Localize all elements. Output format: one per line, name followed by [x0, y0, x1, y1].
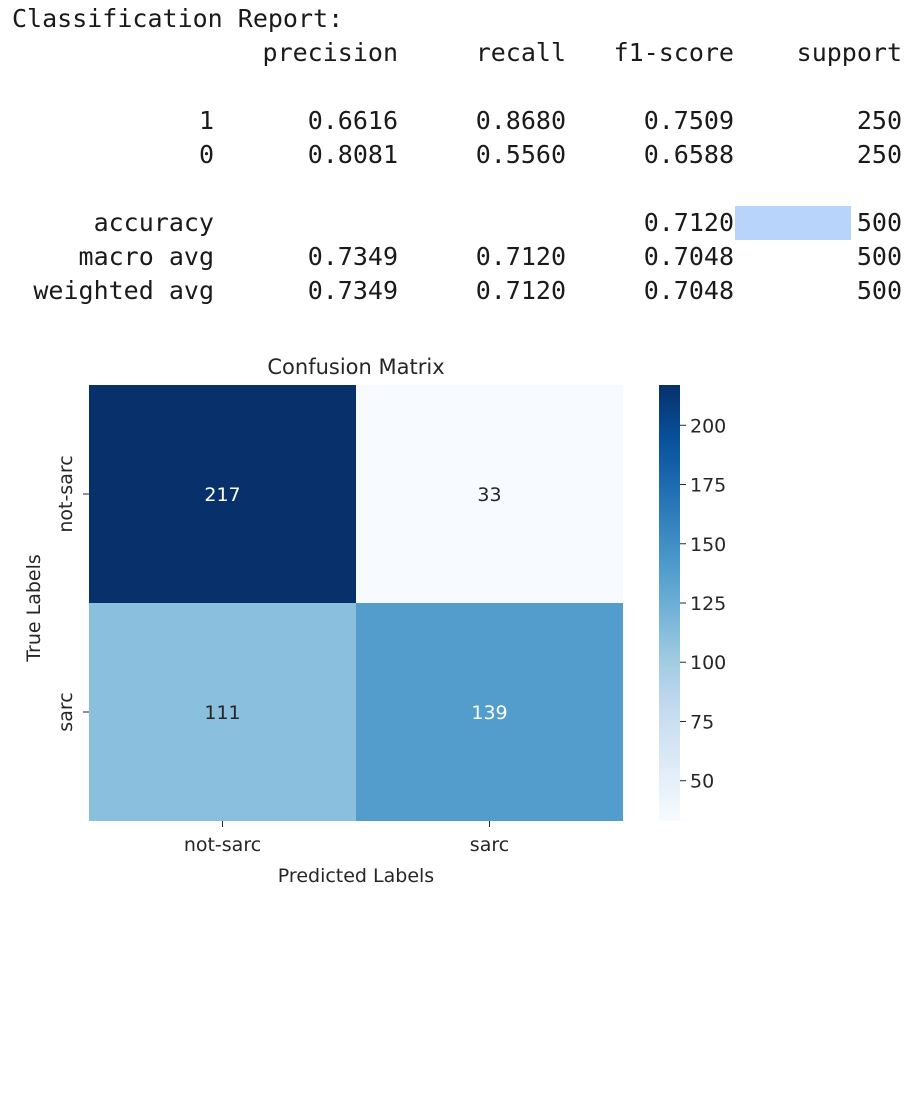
cell-value-label: 217 — [204, 484, 240, 506]
row-precision: 0.8081 — [307, 140, 398, 169]
header-support: support — [796, 38, 902, 67]
colorbar-tick-label: 75 — [690, 711, 714, 733]
y-tick-label: not-sarc — [55, 455, 77, 532]
heatmap-cell — [89, 603, 356, 821]
heatmap-cell — [356, 385, 623, 603]
row-recall: 0.8680 — [475, 106, 566, 135]
y-tick-label: sarc — [55, 692, 77, 731]
classification-report: Classification Report: precision recall … — [0, 0, 914, 320]
cell-value-label: 139 — [471, 702, 507, 724]
row-label: macro avg — [78, 242, 214, 271]
row-f1: 0.7048 — [643, 242, 734, 271]
cell-value-label: 111 — [204, 702, 240, 724]
report-title: Classification Report: — [12, 4, 344, 33]
row-label: weighted avg — [33, 276, 214, 305]
row-recall: 0.7120 — [475, 242, 566, 271]
confusion-matrix-chart: Confusion Matrix 217 33 111 139 not-sarc sar… — [23, 355, 726, 887]
header-precision: precision — [262, 38, 398, 67]
row-recall: 0.5560 — [475, 140, 566, 169]
header-recall: recall — [475, 38, 566, 67]
row-support: 500 — [856, 276, 902, 305]
colorbar-gradient — [659, 385, 680, 821]
selection-highlight — [735, 206, 851, 240]
row-f1: 0.7120 — [643, 208, 734, 237]
y-axis-label: True Labels — [23, 554, 45, 663]
colorbar-tick-label: 125 — [690, 593, 726, 615]
colorbar: 50 75 100 125 150 175 200 — [659, 385, 726, 821]
header-f1-score: f1-score — [613, 38, 734, 67]
row-support: 250 — [856, 106, 902, 135]
x-tick-label: not-sarc — [184, 834, 261, 856]
row-support: 250 — [856, 140, 902, 169]
row-f1: 0.6588 — [643, 140, 734, 169]
heatmap-cell — [89, 385, 356, 603]
x-axis-label: Predicted Labels — [278, 865, 434, 887]
colorbar-tick-label: 200 — [690, 415, 726, 437]
row-label: 1 — [198, 106, 214, 135]
y-axis-ticks: not-sarc sarc — [55, 455, 89, 732]
row-precision: 0.6616 — [307, 106, 398, 135]
row-recall: 0.7120 — [475, 276, 566, 305]
x-axis-ticks: not-sarc sarc — [184, 821, 509, 856]
row-f1: 0.7509 — [643, 106, 734, 135]
row-precision: 0.7349 — [307, 276, 398, 305]
row-f1: 0.7048 — [643, 276, 734, 305]
chart-title: Confusion Matrix — [267, 355, 444, 379]
row-support: 500 — [856, 208, 902, 237]
row-label: accuracy — [93, 208, 214, 237]
row-support: 500 — [856, 242, 902, 271]
heatmap-cells: 217 33 111 139 — [89, 385, 623, 821]
colorbar-tick-label: 175 — [690, 475, 726, 497]
colorbar-tick-label: 50 — [690, 771, 714, 793]
row-precision: 0.7349 — [307, 242, 398, 271]
cell-value-label: 33 — [477, 484, 501, 506]
heatmap-cell — [356, 603, 623, 821]
row-label: 0 — [198, 140, 214, 169]
x-tick-label: sarc — [470, 834, 509, 856]
colorbar-tick-label: 100 — [690, 652, 726, 674]
colorbar-tick-label: 150 — [690, 534, 726, 556]
